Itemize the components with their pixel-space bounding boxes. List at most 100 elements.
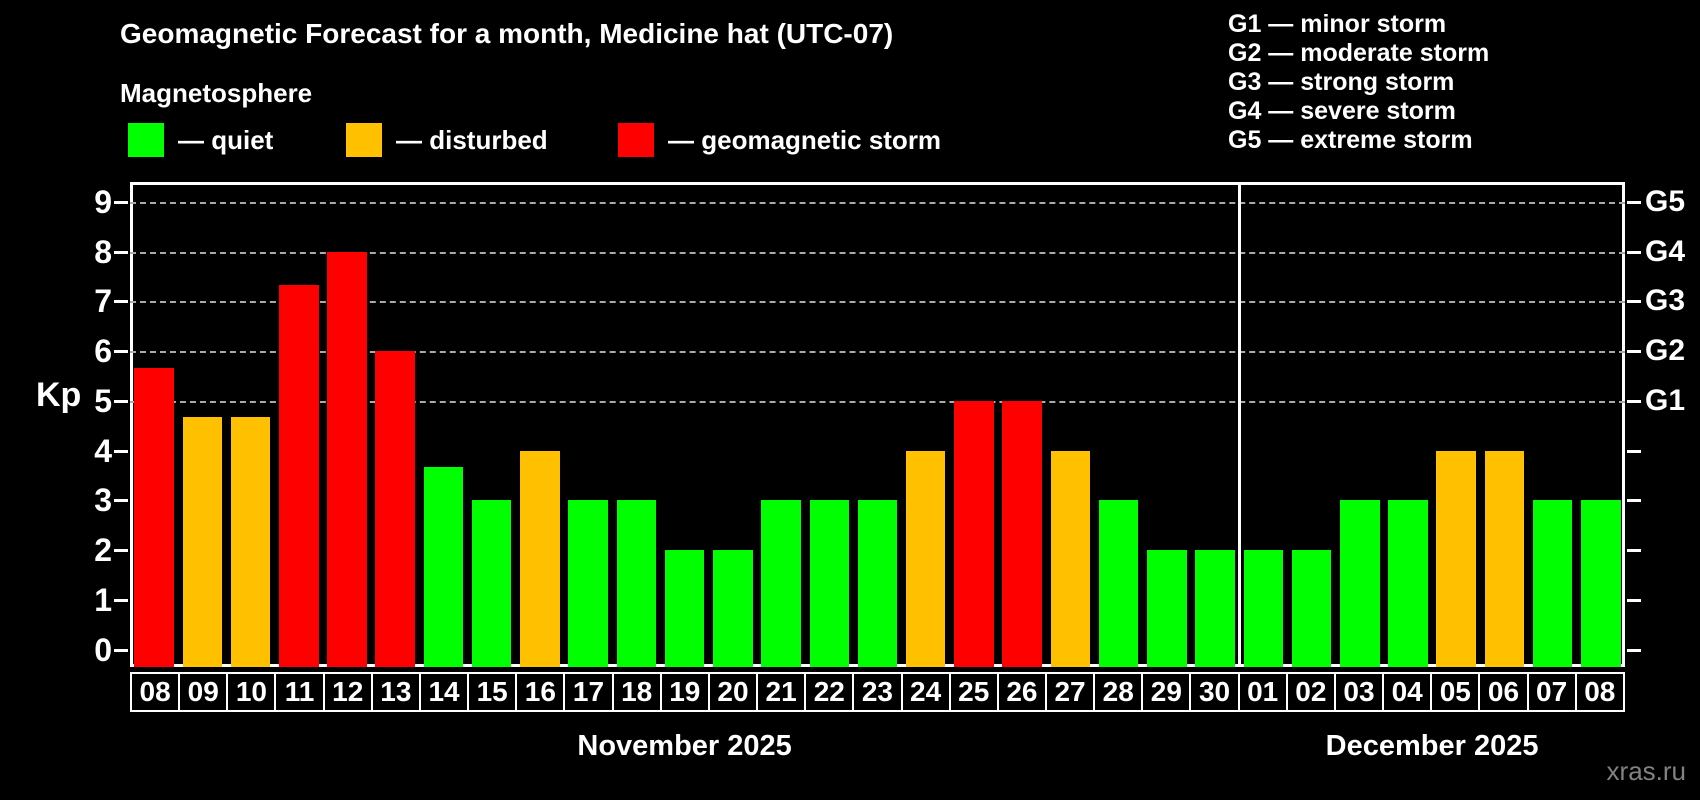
kp-bar-dec-02 — [1291, 550, 1332, 667]
y-axis-tick-right-5 — [1627, 399, 1641, 403]
date-label-nov-14: 14 — [418, 672, 470, 712]
y-axis-label-2: 2 — [94, 532, 112, 569]
y-axis-tick-left-3 — [114, 499, 128, 503]
date-label-nov-28: 28 — [1093, 672, 1144, 712]
month-label-november: November 2025 — [577, 730, 792, 762]
date-label-dec-06: 06 — [1478, 672, 1529, 712]
kp-bar-nov-09 — [182, 417, 223, 667]
right-axis-label-g5: G5 — [1645, 184, 1686, 218]
kp-bar-nov-20 — [713, 550, 753, 667]
gridline-kp-8 — [130, 251, 1625, 254]
kp-bar-nov-14 — [423, 467, 464, 667]
kp-bar-nov-19 — [664, 550, 705, 667]
y-axis-label-3: 3 — [94, 482, 112, 519]
kp-bar-chart — [130, 182, 1625, 667]
date-label-dec-07: 07 — [1526, 672, 1577, 712]
kp-bar-nov-08 — [134, 367, 174, 667]
y-axis-tick-right-0 — [1627, 648, 1641, 652]
date-label-dec-01: 01 — [1237, 672, 1288, 712]
y-axis-tick-left-7 — [114, 300, 128, 304]
kp-bar-nov-29 — [1147, 550, 1187, 667]
right-axis-label-g1: G1 — [1645, 383, 1686, 417]
kp-bar-nov-26 — [1002, 400, 1042, 667]
date-label-nov-09: 09 — [178, 672, 229, 712]
date-label-nov-11: 11 — [274, 672, 325, 712]
y-axis-tick-left-4 — [114, 449, 128, 453]
y-axis-tick-right-1 — [1627, 598, 1641, 602]
legend-label-disturbed: — disturbed — [396, 124, 548, 155]
gridline-kp-9 — [130, 201, 1625, 204]
month-label-december: December 2025 — [1325, 730, 1539, 762]
date-label-nov-18: 18 — [611, 672, 662, 712]
quiet-color-swatch — [128, 123, 164, 157]
month-separator-line — [1237, 182, 1241, 667]
date-label-nov-21: 21 — [756, 672, 807, 712]
y-axis-label-6: 6 — [94, 333, 112, 370]
date-label-nov-22: 22 — [804, 672, 855, 712]
date-label-nov-08: 08 — [130, 672, 181, 712]
g-legend-line-g1: G1 — minor storm — [1228, 10, 1447, 38]
y-axis-tick-left-6 — [114, 350, 128, 354]
kp-bar-nov-22 — [809, 500, 850, 667]
g-scale-legend: G1 — minor storm G2 — moderate storm G3 … — [1228, 10, 1489, 155]
kp-bar-dec-08 — [1581, 500, 1621, 667]
y-axis-tick-left-5 — [114, 399, 128, 403]
y-axis-tick-left-0 — [114, 648, 128, 652]
y-axis-label-0: 0 — [94, 631, 112, 668]
date-label-nov-19: 19 — [659, 672, 710, 712]
date-label-dec-03: 03 — [1333, 672, 1385, 712]
y-axis-tick-right-3 — [1627, 499, 1641, 503]
gridline-kp-7 — [130, 301, 1625, 304]
kp-bar-dec-05 — [1436, 450, 1476, 667]
y-axis-title: Kp — [36, 376, 82, 414]
kp-bar-nov-10 — [230, 417, 271, 667]
right-axis-label-g3: G3 — [1645, 284, 1686, 318]
date-label-dec-05: 05 — [1430, 672, 1481, 712]
legend-item-storm: — geomagnetic storm — [618, 122, 941, 158]
date-label-nov-10: 10 — [226, 672, 277, 712]
right-axis-label-g2: G2 — [1645, 334, 1686, 368]
date-label-dec-08: 08 — [1574, 672, 1625, 712]
kp-bar-nov-11 — [279, 284, 319, 667]
chart-subtitle: Magnetosphere — [120, 78, 313, 108]
y-axis-tick-left-8 — [114, 250, 128, 254]
date-label-nov-29: 29 — [1141, 672, 1192, 712]
y-axis-tick-right-6 — [1627, 350, 1641, 354]
y-axis-tick-right-7 — [1627, 300, 1641, 304]
date-label-nov-25: 25 — [948, 672, 999, 712]
y-axis-label-8: 8 — [94, 233, 112, 270]
kp-bar-nov-17 — [568, 500, 608, 667]
y-axis-label-9: 9 — [94, 183, 112, 220]
date-axis: 08 09 10 11 12 13 14 15 16 17 18 19 20 21 22 23 24 25 26 27… — [130, 672, 1625, 712]
y-axis-tick-left-1 — [114, 598, 128, 602]
y-axis-tick-right-8 — [1627, 250, 1641, 254]
g-legend-line-g5: G5 — extreme storm — [1228, 126, 1473, 154]
date-label-dec-04: 04 — [1382, 672, 1433, 712]
kp-bar-nov-24 — [905, 450, 946, 667]
date-label-nov-23: 23 — [852, 672, 903, 712]
kp-bar-nov-21 — [761, 500, 801, 667]
kp-bar-nov-12 — [327, 251, 367, 667]
y-axis-tick-left-2 — [114, 549, 128, 553]
y-axis-label-4: 4 — [94, 432, 112, 469]
kp-bar-dec-03 — [1339, 500, 1380, 667]
g-legend-line-g4: G4 — severe storm — [1228, 97, 1456, 125]
y-axis-label-1: 1 — [94, 581, 112, 618]
y-axis-tick-right-2 — [1627, 549, 1641, 553]
y-axis-tick-right-4 — [1627, 449, 1641, 453]
right-axis-label-g4: G4 — [1645, 234, 1686, 268]
date-label-nov-13: 13 — [370, 672, 421, 712]
y-axis-label-7: 7 — [94, 283, 112, 320]
y-axis-tick-left-9 — [114, 200, 128, 204]
y-axis-tick-right-9 — [1627, 200, 1641, 204]
legend-item-quiet: — quiet — [128, 122, 273, 158]
date-label-nov-24: 24 — [900, 672, 951, 712]
kp-bar-nov-28 — [1098, 500, 1139, 667]
date-label-nov-12: 12 — [322, 672, 373, 712]
gridline-kp-6 — [130, 351, 1625, 354]
g-legend-line-g2: G2 — moderate storm — [1228, 39, 1490, 67]
disturbed-color-swatch — [346, 123, 382, 157]
g-legend-line-g3: G3 — strong storm — [1228, 68, 1455, 96]
kp-bar-nov-13 — [375, 351, 415, 667]
